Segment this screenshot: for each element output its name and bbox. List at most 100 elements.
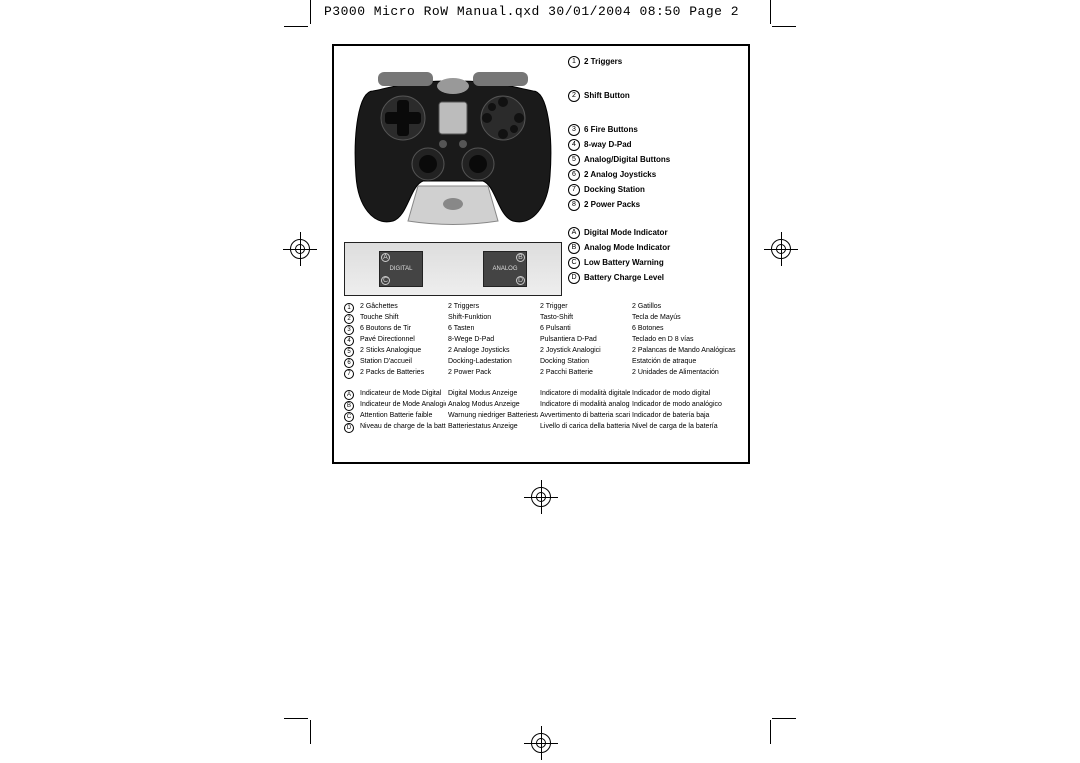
translation-table-lettered: A Indicateur de Mode DigitalDigital Modus… <box>344 389 738 433</box>
table-cell: Indicateur de Mode Analogique <box>360 400 446 411</box>
table-cell: Docking-Ladestation <box>448 357 538 368</box>
table-cell: Estatción de atraque <box>632 357 738 368</box>
dock-display: A C DIGITAL B D ANALOG <box>344 242 562 296</box>
legend-num: 5 <box>568 154 580 166</box>
table-row-num: 1 <box>344 303 354 313</box>
legend-num: 3 <box>568 124 580 136</box>
table-row-letter: D <box>344 423 354 433</box>
lcd-analog: B D ANALOG <box>483 251 527 287</box>
table-row-num: 4 <box>344 336 354 346</box>
table-cell: 2 Triggers <box>448 302 538 313</box>
table-cell: Indicador de batería baja <box>632 411 738 422</box>
table-cell: Station D'accueil <box>360 357 446 368</box>
table-cell: 6 Botones <box>632 324 738 335</box>
controller-svg <box>348 56 558 232</box>
table-cell: Indicador de modo analógico <box>632 400 738 411</box>
table-cell: Avvertimento di batteria scarica <box>540 411 630 422</box>
table-cell: 6 Boutons de Tir <box>360 324 446 335</box>
table-cell: Indicatore di modalità analogica <box>540 400 630 411</box>
legend-label: Analog/Digital Buttons <box>584 155 670 165</box>
legend-label: Docking Station <box>584 185 645 195</box>
table-cell: 2 Joystick Analogici <box>540 346 630 357</box>
table-row-num: 3 <box>344 325 354 335</box>
table-cell: Digital Modus Anzeige <box>448 389 538 400</box>
table-cell: 2 Packs de Batteries <box>360 368 446 379</box>
legend-label: 2 Triggers <box>584 57 622 67</box>
table-cell: 2 Unidades de Alimentación <box>632 368 738 379</box>
table-cell: Pulsantiera D-Pad <box>540 335 630 346</box>
controller-figure <box>344 56 562 236</box>
legend-letter: C <box>568 257 580 269</box>
table-row-num: 5 <box>344 347 354 357</box>
table-cell: Indicateur de Mode Digital <box>360 389 446 400</box>
crop-mark <box>770 720 771 744</box>
table-cell: Warnung niedriger Batteriestatus <box>448 411 538 422</box>
registration-mark <box>283 232 317 266</box>
legend-num: 7 <box>568 184 580 196</box>
table-cell: 6 Tasten <box>448 324 538 335</box>
table-cell: Niveau de charge de la batterie <box>360 422 446 433</box>
legend-letter: D <box>568 272 580 284</box>
table-cell: Livello di carica della batteria <box>540 422 630 433</box>
crop-mark <box>772 718 796 719</box>
translation-table-numbered: 1 2 Gâchettes2 Triggers2 Trigger2 Gatillo… <box>344 302 738 379</box>
legend-label: Digital Mode Indicator <box>584 228 668 238</box>
table-cell: 2 Analoge Joysticks <box>448 346 538 357</box>
diagram-left: A C DIGITAL B D ANALOG <box>344 56 562 296</box>
table-cell: Docking Station <box>540 357 630 368</box>
table-cell: Touche Shift <box>360 313 446 324</box>
lcd-corner-b: B <box>516 253 525 262</box>
legend: 12 Triggers 2Shift Button 36 Fire Button… <box>568 56 738 296</box>
table-cell: Attention Batterie faible <box>360 411 446 422</box>
lcd-corner-d: D <box>516 276 525 285</box>
legend-num: 2 <box>568 90 580 102</box>
legend-label: 2 Analog Joysticks <box>584 170 656 180</box>
registration-mark <box>764 232 798 266</box>
table-cell: Teclado en D 8 vías <box>632 335 738 346</box>
table-cell: 2 Sticks Analogique <box>360 346 446 357</box>
table-cell: Tecla de Mayús <box>632 313 738 324</box>
crop-mark <box>284 26 308 27</box>
legend-num: 8 <box>568 199 580 211</box>
table-cell: 2 Pacchi Batterie <box>540 368 630 379</box>
legend-label: Analog Mode Indicator <box>584 243 670 253</box>
crop-mark <box>772 26 796 27</box>
legend-letter: A <box>568 227 580 239</box>
table-cell: 2 Gatillos <box>632 302 738 313</box>
table-cell: Shift-Funktion <box>448 313 538 324</box>
registration-mark <box>524 480 558 514</box>
table-row-num: 7 <box>344 369 354 379</box>
table-cell: 2 Gâchettes <box>360 302 446 313</box>
table-row-num: 6 <box>344 358 354 368</box>
diagram-area: A C DIGITAL B D ANALOG 12 Triggers 2Shif… <box>344 56 738 296</box>
lcd-corner-a: A <box>381 253 390 262</box>
table-row-num: 2 <box>344 314 354 324</box>
lcd-digital: A C DIGITAL <box>379 251 423 287</box>
table-cell: 6 Pulsanti <box>540 324 630 335</box>
legend-label: Shift Button <box>584 91 630 101</box>
legend-label: 2 Power Packs <box>584 200 640 210</box>
page-header: P3000 Micro RoW Manual.qxd 30/01/2004 08… <box>324 4 739 19</box>
legend-label: 8-way D-Pad <box>584 140 632 150</box>
table-cell: Pavé Directionnel <box>360 335 446 346</box>
table-cell: Nivel de carga de la batería <box>632 422 738 433</box>
table-row-letter: C <box>344 412 354 422</box>
legend-letter: B <box>568 242 580 254</box>
crop-mark <box>284 718 308 719</box>
legend-num: 4 <box>568 139 580 151</box>
table-cell: 2 Trigger <box>540 302 630 313</box>
table-cell: Indicador de modo digital <box>632 389 738 400</box>
legend-label: Battery Charge Level <box>584 273 664 283</box>
lcd-analog-text: ANALOG <box>492 266 517 272</box>
table-cell: 8-Wege D-Pad <box>448 335 538 346</box>
table-cell: Indicatore di modalità digitale <box>540 389 630 400</box>
manual-frame: 5 <box>332 44 750 464</box>
crop-mark <box>770 0 771 24</box>
legend-label: 6 Fire Buttons <box>584 125 638 135</box>
table-row-letter: A <box>344 390 354 400</box>
table-row-letter: B <box>344 401 354 411</box>
crop-mark <box>310 0 311 24</box>
lcd-digital-text: DIGITAL <box>390 266 413 272</box>
crop-mark <box>310 720 311 744</box>
table-cell: 2 Power Pack <box>448 368 538 379</box>
